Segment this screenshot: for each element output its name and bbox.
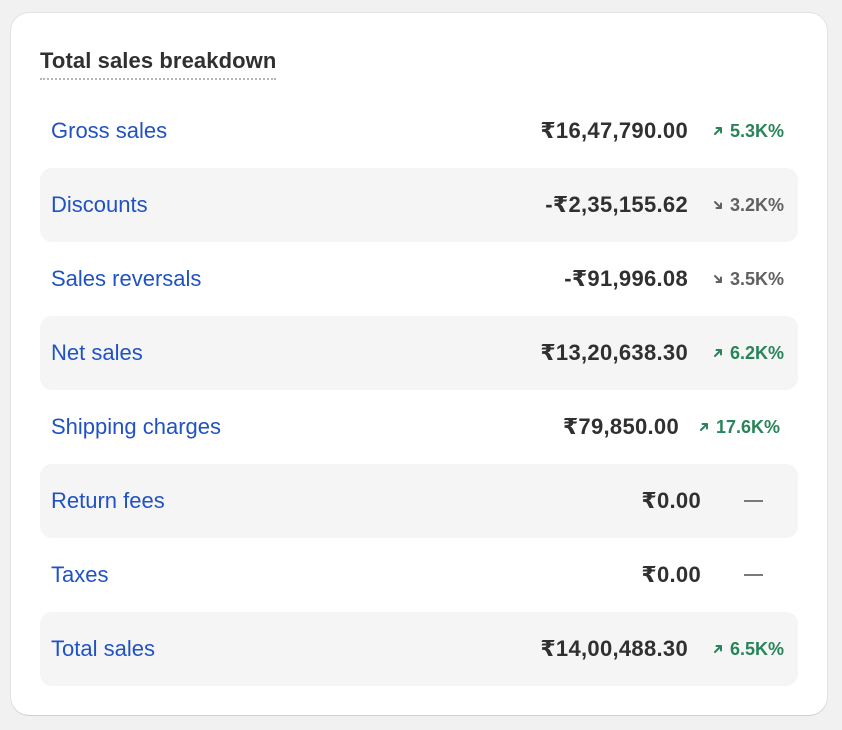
return-fees-value: ₹0.00 — [641, 488, 701, 513]
arrow-up-right-icon — [699, 423, 708, 431]
total-sales-link[interactable]: Total sales — [51, 636, 155, 661]
arrow-down-right-icon — [713, 275, 722, 283]
discounts-change: 3.2K% — [712, 194, 784, 216]
row-return-fees: Return fees ₹0.00 — [40, 464, 798, 538]
row-shipping-charges: Shipping charges ₹79,850.00 17.6K% — [40, 390, 798, 464]
net-sales-value: ₹13,20,638.30 — [540, 340, 688, 365]
row-discounts: Discounts -₹2,35,155.62 3.2K% — [40, 168, 798, 242]
gross-sales-link[interactable]: Gross sales — [51, 118, 168, 143]
net-sales-change: 6.2K% — [712, 342, 784, 364]
dash-icon — [744, 574, 763, 576]
change-percent: 3.5K% — [729, 269, 784, 289]
change-percent: 3.2K% — [729, 195, 784, 215]
shipping-charges-change: 17.6K% — [698, 416, 780, 438]
return-fees-link[interactable]: Return fees — [51, 488, 165, 513]
change-percent: 5.3K% — [729, 121, 784, 141]
shipping-charges-value: ₹79,850.00 — [562, 414, 679, 439]
row-net-sales: Net sales ₹13,20,638.30 6.2K% — [40, 316, 798, 390]
taxes-value: ₹0.00 — [641, 562, 701, 587]
shipping-charges-link[interactable]: Shipping charges — [51, 414, 222, 439]
arrow-down-right-icon — [713, 201, 722, 209]
row-taxes: Taxes ₹0.00 — [40, 538, 798, 612]
taxes-link[interactable]: Taxes — [51, 562, 109, 587]
change-percent: 6.5K% — [729, 639, 784, 659]
sales-breakdown-card: Total sales breakdown Gross sales ₹16,47… — [11, 13, 827, 715]
card-title[interactable]: Total sales breakdown — [40, 48, 277, 80]
sales-reversals-link[interactable]: Sales reversals — [51, 266, 202, 291]
arrow-up-right-icon — [713, 127, 722, 135]
discounts-link[interactable]: Discounts — [51, 192, 148, 217]
gross-sales-change: 5.3K% — [712, 120, 784, 142]
arrow-up-right-icon — [713, 645, 722, 653]
total-sales-value: ₹14,00,488.30 — [540, 636, 688, 661]
change-percent: 6.2K% — [729, 343, 784, 363]
net-sales-link[interactable]: Net sales — [51, 340, 143, 365]
arrow-up-right-icon — [713, 349, 722, 357]
change-percent: 17.6K% — [715, 417, 780, 437]
dash-icon — [744, 500, 763, 502]
sales-reversals-value: -₹91,996.08 — [564, 266, 688, 291]
breakdown-list: Gross sales ₹16,47,790.00 5.3K% Discount… — [40, 94, 798, 686]
total-sales-change: 6.5K% — [712, 638, 784, 660]
sales-reversals-change: 3.5K% — [712, 268, 784, 290]
gross-sales-value: ₹16,47,790.00 — [540, 118, 688, 143]
discounts-value: -₹2,35,155.62 — [545, 192, 688, 217]
row-total-sales: Total sales ₹14,00,488.30 6.5K% — [40, 612, 798, 686]
row-gross-sales: Gross sales ₹16,47,790.00 5.3K% — [40, 94, 798, 168]
row-sales-reversals: Sales reversals -₹91,996.08 3.5K% — [40, 242, 798, 316]
